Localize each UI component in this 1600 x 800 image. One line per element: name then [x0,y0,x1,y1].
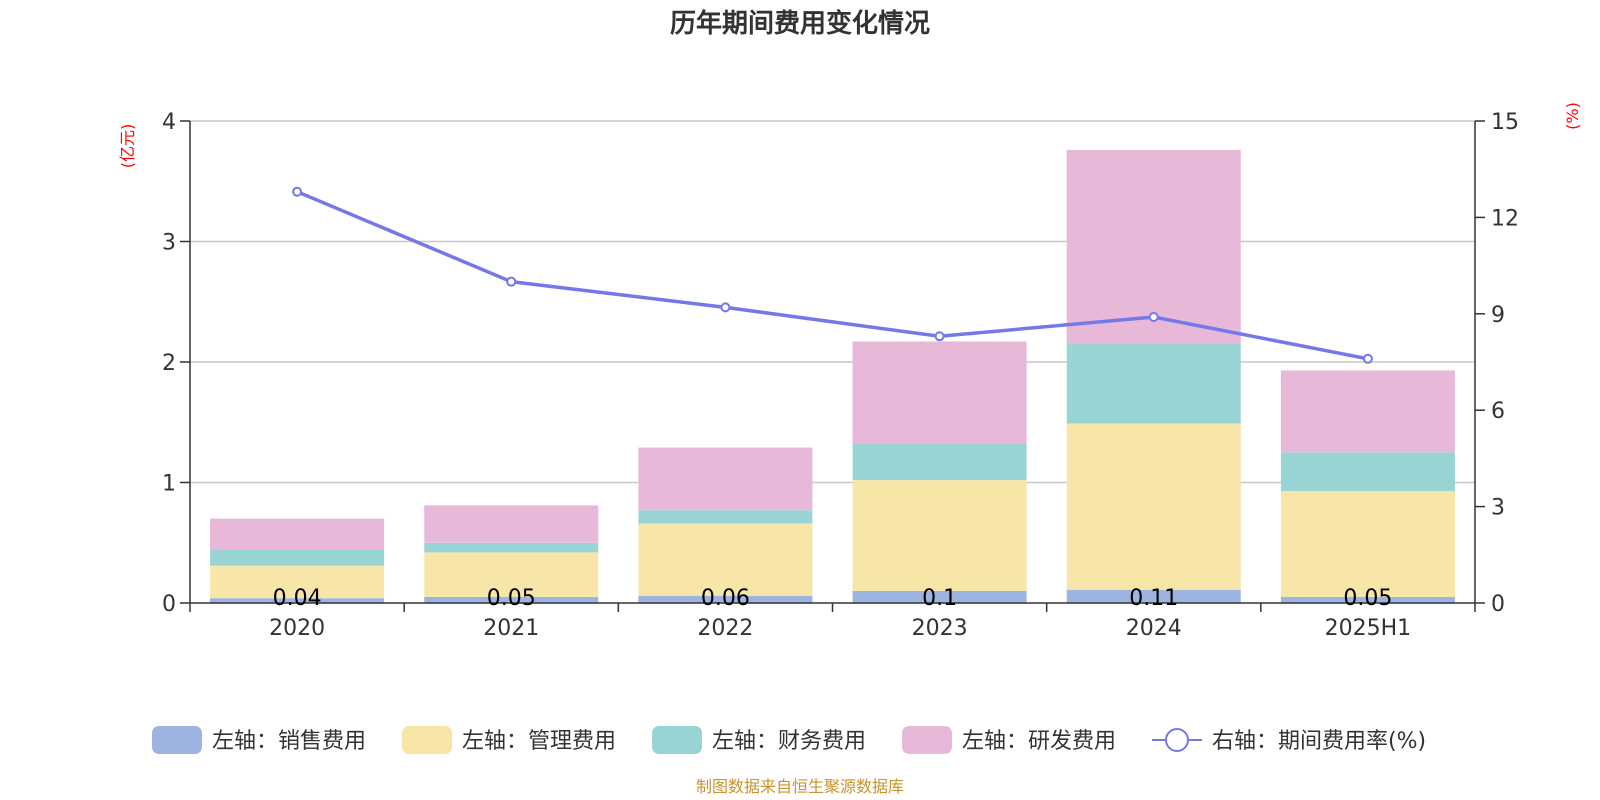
bar-segment [210,598,385,603]
bar-segment [638,510,813,524]
bar-data-label: 0.11 [1129,586,1178,611]
bar-segment [210,549,385,566]
gridlines [190,120,1475,484]
left-axis-tick-label: 4 [162,110,176,135]
bar-segment [852,590,1027,603]
legend-label: 左轴：管理费用 [462,729,616,754]
expense-rate-point [1148,312,1159,323]
bar-segment [424,505,599,543]
chart-title: 历年期间费用变化情况 [670,8,930,39]
bar-segment [210,518,385,550]
legend-swatch [402,726,452,754]
bar-segment [1280,490,1455,597]
left-axis-tick-label: 0 [162,592,176,617]
expense-rate-point [934,331,945,342]
bar-segment [852,480,1027,591]
expense-rate-point [720,302,731,313]
source-note: 制图数据来自恒生聚源数据库 [696,777,904,796]
right-axis-tick-label: 12 [1491,206,1519,231]
bar-segment [852,443,1027,481]
left-axis-tick-label: 2 [162,351,176,376]
legend-label: 左轴：财务费用 [712,729,866,754]
bar-data-label: 0.06 [701,586,750,611]
line-layer [292,186,1373,364]
bar-segment [210,565,385,599]
bar-data-label: 0.05 [1343,586,1392,611]
bar-data-label: 0.04 [273,586,322,611]
bar-segment [638,595,813,603]
x-axis-tick-label: 2021 [483,616,539,641]
expense-rate-point [292,186,303,197]
bar-segment [1280,452,1455,491]
legend-label: 左轴：销售费用 [212,729,366,754]
legend: 左轴：销售费用 左轴：管理费用 左轴：财务费用 左轴：研发费用 右轴：期间费用率(%) [152,726,1426,754]
x-axis-tick-label: 2024 [1126,616,1182,641]
right-axis-tick-label: 0 [1491,592,1505,617]
legend-swatch [902,726,952,754]
right-axis-tick-label: 3 [1491,496,1505,521]
bar-segment [852,341,1027,444]
x-axis-tick-label: 2020 [269,616,325,641]
x-axis-tick-label: 2025H1 [1325,616,1412,641]
right-axis-tick-label: 15 [1491,110,1519,135]
bar-segment [1066,589,1241,603]
bar-segment [638,523,813,596]
x-axis-tick-label: 2022 [697,616,753,641]
bar-layer [210,149,1455,603]
expense-rate-point [1362,353,1373,364]
legend-swatch [152,726,202,754]
left-axis-unit: (亿元) [118,124,137,169]
x-axis-tick-label: 2023 [912,616,968,641]
bar-segment [1066,343,1241,424]
legend-label: 右轴：期间费用率(%) [1212,729,1426,754]
right-axis-tick-label: 6 [1491,399,1505,424]
bar-segment [424,596,599,603]
bar-segment [638,447,813,511]
bar-data-label: 0.05 [487,586,536,611]
data-labels: 0.04 0.05 0.06 0.1 0.11 0.05 [273,586,1393,611]
expense-rate-point [506,276,517,287]
legend-marker [1165,728,1189,752]
bar-segment [1280,370,1455,453]
bar-data-label: 0.1 [922,586,957,611]
legend-label: 左轴：研发费用 [962,729,1116,754]
bar-segment [1066,149,1241,344]
left-axis-tick-label: 3 [162,231,176,256]
right-axis-tick-label: 9 [1491,303,1505,328]
legend-swatch [652,726,702,754]
bar-segment [424,542,599,553]
bar-segment [1066,423,1241,590]
bar-segment [424,552,599,597]
right-axis-unit: (%) [1563,102,1582,130]
expense-rate-line [296,190,1369,361]
bar-segment [1280,596,1455,603]
left-axis-tick-label: 1 [162,472,176,497]
